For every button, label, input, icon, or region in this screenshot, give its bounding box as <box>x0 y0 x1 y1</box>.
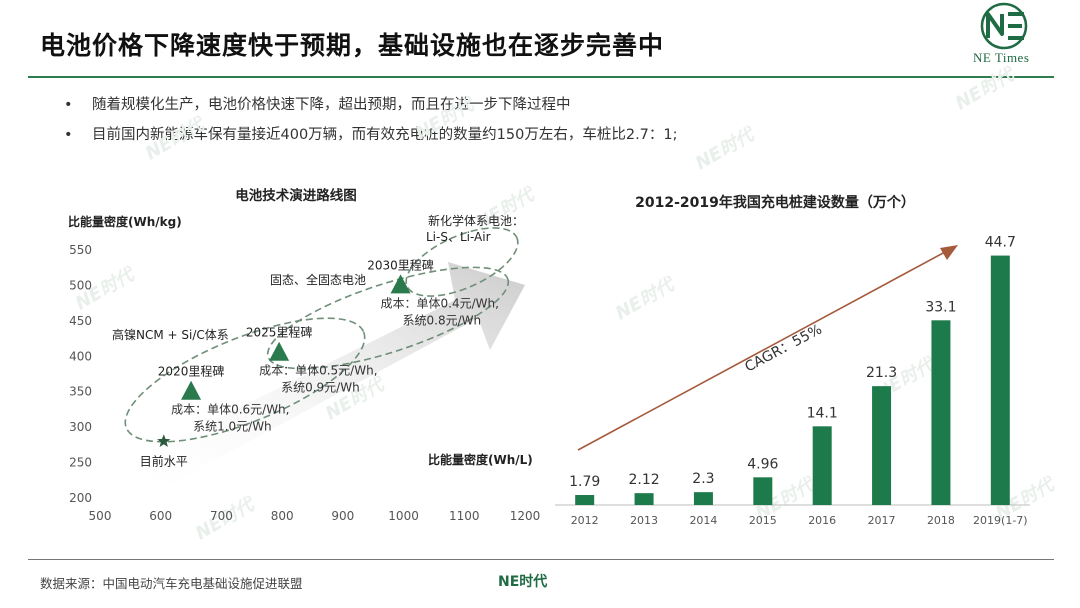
bar <box>931 320 951 505</box>
watermark-text: NE时代 <box>952 63 1020 114</box>
bar-value-label: 2.12 <box>628 472 659 488</box>
bar-value-label: 44.7 <box>985 235 1016 251</box>
roadmap-y-tick: 550 <box>69 243 92 257</box>
bar <box>753 477 773 505</box>
bullet-dot: • <box>64 127 73 143</box>
ellipse-2020 <box>124 317 366 443</box>
bullet-list: • 随着规模化生产，电池价格快速下降，超出预期，而且在进一步下降过程中 • 目前… <box>64 94 678 154</box>
ellipse-new-chemistry <box>405 227 519 297</box>
roadmap-x-tick: 1200 <box>510 509 541 523</box>
bar-category-label: 2012 <box>571 514 599 527</box>
bar-category-label: 2014 <box>689 514 717 527</box>
roadmap-y-tick: 450 <box>69 314 92 328</box>
cost-note: 系统1.0元/Wh <box>193 420 272 434</box>
ne-times-logo-icon <box>980 2 1028 50</box>
point-label: 目前水平 <box>140 453 188 468</box>
cagr-arrow-head <box>940 245 958 260</box>
bar-category-label: 2015 <box>749 514 777 527</box>
roadmap-y-tick: 500 <box>69 278 92 292</box>
bar <box>693 492 713 505</box>
annotation-new-chemistry: 新化学体系电池： <box>428 213 524 228</box>
bar-category-label: 2017 <box>868 514 896 527</box>
logo-text: NE Times <box>973 50 1030 65</box>
bar-value-label: 33.1 <box>925 299 956 315</box>
cost-note: 成本：单体0.4元/Wh, <box>381 296 499 310</box>
watermark-text: NE时代 <box>612 273 680 324</box>
roadmap-y-tick: 300 <box>69 420 92 434</box>
bar <box>634 493 654 505</box>
cagr-trend-line <box>577 251 946 451</box>
watermark-text: NE时代 <box>692 123 760 174</box>
roadmap-x-tick: 900 <box>331 509 354 523</box>
bar-category-label: 2019(1-7) <box>973 514 1028 527</box>
annotation-high-nickel: 高镍NCM + Si/C体系 <box>112 327 229 342</box>
bar-value-label: 2.3 <box>692 471 714 487</box>
ellipse-2030 <box>266 266 510 370</box>
bullet-text: 随着规模化生产，电池价格快速下降，超出预期，而且在进一步下降过程中 <box>92 97 571 113</box>
milestone-triangle <box>181 380 202 400</box>
roadmap-x-tick: 800 <box>271 509 294 523</box>
bar-value-label: 4.96 <box>747 456 778 472</box>
bar <box>575 495 595 505</box>
roadmap-y-tick: 200 <box>69 491 92 505</box>
bar-value-label: 1.79 <box>569 474 600 490</box>
cost-note: 系统0.8元/Wh <box>403 313 482 327</box>
point-label: 2030里程碑 <box>367 257 434 272</box>
bar <box>872 386 892 505</box>
bar-category-label: 2016 <box>808 514 836 527</box>
roadmap-x-tick: 1100 <box>449 509 480 523</box>
bar-category-label: 2018 <box>927 514 955 527</box>
bar-category-label: 2013 <box>630 514 658 527</box>
annotation-li-s-air: Li-S、Li-Air <box>426 230 491 244</box>
cost-note: 成本：单体0.5元/Wh, <box>259 364 377 378</box>
footer-brand: NE时代 <box>498 574 548 590</box>
bar-value-label: 21.3 <box>866 365 897 381</box>
bullet-item: • 目前国内新能源车保有量接近400万辆，而有效充电桩的数量约150万左右，车桩… <box>64 124 678 154</box>
roadmap-x-tick: 600 <box>149 509 172 523</box>
roadmap-y-label: 比能量密度(Wh/kg) <box>68 214 182 229</box>
roadmap-title: 电池技术演进路线图 <box>235 187 357 204</box>
annotation-solid-state: 固态、全固态电池 <box>270 272 366 287</box>
current-level-star <box>157 434 171 447</box>
roadmap-x-tick: 700 <box>210 509 233 523</box>
roadmap-arrow-band <box>115 262 525 495</box>
roadmap-y-tick: 400 <box>69 349 92 363</box>
bar <box>990 255 1010 505</box>
roadmap-y-tick: 250 <box>69 456 92 470</box>
watermark-text: NE时代 <box>142 113 210 164</box>
bar-value-label: 14.1 <box>807 405 838 421</box>
title-underline <box>28 76 1054 78</box>
footer-rule <box>28 559 1054 560</box>
bar <box>812 426 832 505</box>
cost-note: 成本：单体0.6元/Wh, <box>171 403 289 417</box>
roadmap-x-tick: 500 <box>89 509 112 523</box>
roadmap-x-label: 比能量密度(Wh/L) <box>428 452 533 467</box>
milestone-triangle <box>269 341 290 361</box>
cost-note: 系统0.9元/Wh <box>281 381 360 395</box>
charging-pile-bar-chart: 2012-2019年我国充电桩建设数量（万个） 1.79 2012 2.12 2013 2… <box>555 194 1030 527</box>
slide-title: 电池价格下降速度快于预期，基础设施也在逐步完善中 <box>40 31 665 60</box>
bullet-item: • 随着规模化生产，电池价格快速下降，超出预期，而且在进一步下降过程中 <box>64 94 678 124</box>
roadmap-x-tick: 1000 <box>388 509 419 523</box>
point-label: 2020里程碑 <box>158 364 225 379</box>
bullet-text: 目前国内新能源车保有量接近400万辆，而有效充电桩的数量约150万左右，车桩比2… <box>92 127 678 143</box>
bullet-dot: • <box>64 97 73 113</box>
watermark-text: NE时代 <box>412 93 480 144</box>
milestone-triangle <box>390 274 411 294</box>
bar-chart-title: 2012-2019年我国充电桩建设数量（万个） <box>635 194 915 211</box>
point-label: 2025里程碑 <box>246 325 313 340</box>
data-source: 数据来源：中国电动汽车充电基础设施促进联盟 <box>40 576 303 591</box>
cagr-annotation: CAGR：55% <box>742 322 824 376</box>
roadmap-y-tick: 350 <box>69 385 92 399</box>
